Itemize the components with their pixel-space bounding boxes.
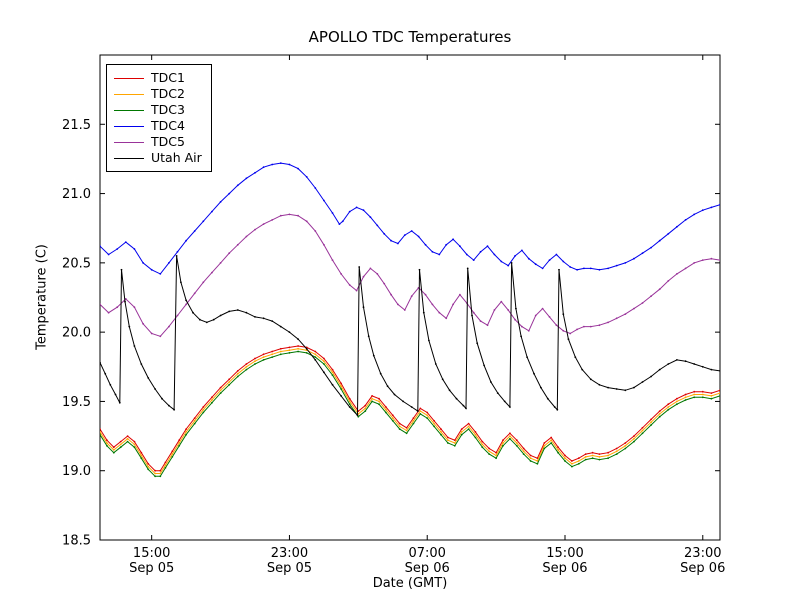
legend-label: Utah Air xyxy=(151,150,202,165)
series-markers-tdc4 xyxy=(100,162,720,275)
y-tick-label: 18.5 xyxy=(62,534,91,549)
y-tick-label: 19.0 xyxy=(62,464,91,479)
legend-line-sample-tdc2 xyxy=(114,93,144,95)
x-tick-label-date: Sep 06 xyxy=(680,561,725,576)
y-axis-label: Temperature (C) xyxy=(34,244,50,350)
y-tick-label: 20.0 xyxy=(62,326,91,341)
x-tick-label-date: Sep 06 xyxy=(542,561,587,576)
legend-label: TDC1 xyxy=(151,70,185,85)
chart-title: APOLLO TDC Temperatures xyxy=(308,28,512,46)
x-tick-label-date: Sep 06 xyxy=(405,561,450,576)
series-markers-tdc5 xyxy=(100,213,720,338)
series-markers-tdc1 xyxy=(100,345,720,472)
legend-item-tdc2: TDC2 xyxy=(114,86,202,102)
legend: TDC1 TDC2 TDC3 TDC4 TDC5 Utah Air xyxy=(106,64,212,172)
series-line-tdc3 xyxy=(100,350,720,477)
x-tick-label-time: 23:00 xyxy=(684,546,721,561)
legend-label: TDC3 xyxy=(151,102,185,117)
legend-label: TDC2 xyxy=(151,86,185,101)
legend-line-sample-tdc1 xyxy=(114,77,144,79)
y-tick-label: 20.5 xyxy=(62,256,91,271)
y-tick-label: 19.5 xyxy=(62,395,91,410)
series-markers-utah-air xyxy=(100,255,720,417)
legend-line-sample-utah-air xyxy=(114,157,144,159)
legend-item-tdc4: TDC4 xyxy=(114,118,202,134)
x-tick-label-date: Sep 05 xyxy=(267,561,312,576)
legend-item-tdc5: TDC5 xyxy=(114,134,202,150)
x-tick-label-date: Sep 05 xyxy=(129,561,174,576)
legend-item-utah-air: Utah Air xyxy=(114,150,202,166)
axes-frame xyxy=(99,54,721,541)
legend-line-sample-tdc5 xyxy=(114,141,144,143)
x-tick-label-time: 15:00 xyxy=(546,546,583,561)
x-axis-label: Date (GMT) xyxy=(372,576,448,591)
x-tick-label-time: 07:00 xyxy=(408,546,445,561)
series-line-tdc1 xyxy=(100,345,720,472)
legend-item-tdc3: TDC3 xyxy=(114,102,202,118)
legend-line-sample-tdc4 xyxy=(114,125,144,127)
x-tick-label-time: 23:00 xyxy=(271,546,308,561)
series-markers-tdc3 xyxy=(100,350,720,478)
x-tick-label-time: 15:00 xyxy=(133,546,170,561)
legend-item-tdc1: TDC1 xyxy=(114,70,202,86)
legend-line-sample-tdc3 xyxy=(114,109,144,111)
legend-label: TDC4 xyxy=(151,118,185,133)
series-group xyxy=(100,162,720,478)
y-tick-label: 21.5 xyxy=(62,118,91,133)
y-tick-label: 21.0 xyxy=(62,187,91,202)
series-line-utah-air xyxy=(100,255,720,417)
series-line-tdc2 xyxy=(100,348,720,474)
legend-label: TDC5 xyxy=(151,134,185,149)
series-line-tdc4 xyxy=(100,162,720,275)
series-markers-tdc2 xyxy=(100,347,720,475)
